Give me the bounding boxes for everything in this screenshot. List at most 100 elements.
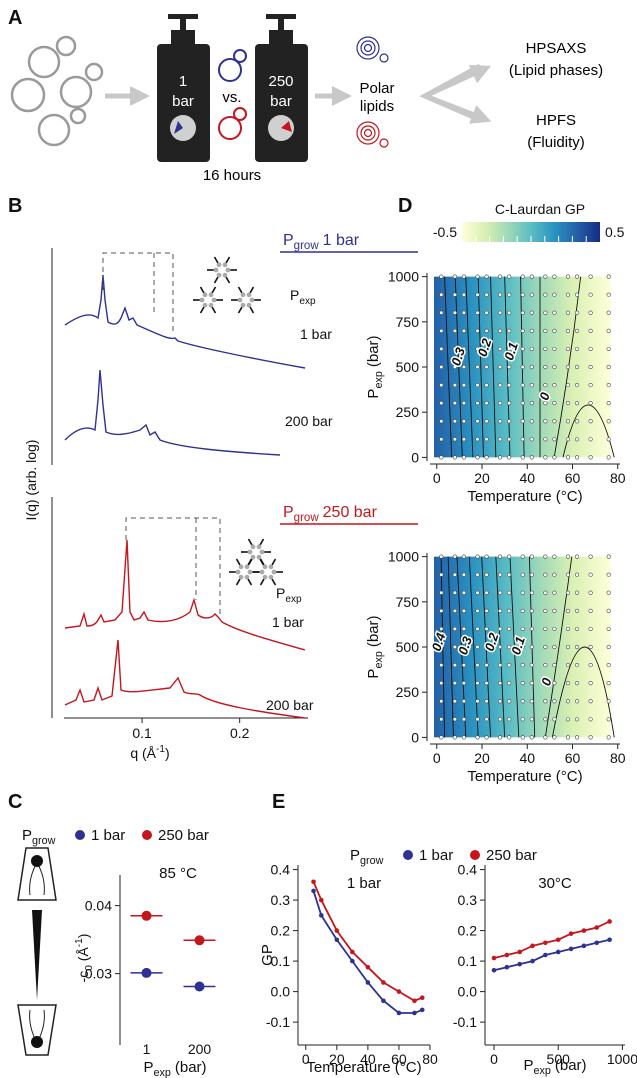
sample-point [520, 699, 525, 704]
sample-point [439, 554, 444, 559]
sample-point [452, 699, 457, 704]
sample-point [588, 401, 593, 406]
chart-title: 85 °C [159, 865, 197, 882]
y-axis-title-part: (Å [75, 947, 91, 962]
sample-point [452, 437, 457, 442]
y-axis-title-part: -c [75, 971, 91, 983]
sample-point [484, 274, 489, 279]
sample-point [565, 717, 571, 722]
x-axis-title-part: (bar) [175, 1059, 207, 1076]
sample-point [461, 310, 467, 315]
sample-point [498, 590, 503, 595]
sample-point [520, 662, 525, 668]
data-point [581, 943, 587, 949]
sample-point [565, 554, 571, 559]
cells [218, 49, 247, 140]
lipid-head [246, 292, 252, 298]
sample-point [484, 590, 489, 595]
data-point [555, 949, 561, 955]
contour-line [551, 646, 615, 738]
sample-point [574, 382, 580, 388]
sample-point [439, 455, 444, 460]
y-axis-title: GP [259, 944, 276, 966]
sample-point [574, 346, 580, 352]
x-tick-label: 0 [433, 470, 441, 486]
sample-point [520, 292, 525, 297]
cylinder-pressure: 1 [179, 73, 187, 90]
sample-point [452, 717, 457, 722]
lipid-head [271, 569, 277, 575]
sample-point [565, 401, 571, 406]
sample-point [552, 608, 557, 613]
x-axis-title-part: (bar) [555, 1057, 587, 1074]
sample-point [529, 572, 534, 577]
sample-point [588, 437, 593, 442]
sample-point [475, 662, 480, 668]
panel-letter: A [8, 7, 22, 29]
data-point [334, 928, 340, 933]
exp-label: Pexp [276, 585, 302, 605]
sample-point [498, 699, 503, 704]
sample-point [498, 274, 503, 279]
sample-point [461, 382, 467, 388]
sample-point [475, 644, 480, 650]
sample-point [565, 572, 571, 577]
sample-point [588, 699, 593, 704]
sample-point [543, 554, 548, 559]
sample-point [452, 401, 457, 406]
sample-point [574, 626, 580, 632]
trace-label: 200 bar [266, 697, 314, 713]
x-tick-label: 0.2 [230, 725, 250, 741]
sample-point [565, 419, 571, 424]
sample-point [565, 644, 571, 650]
data-point [568, 931, 574, 936]
sample-point [484, 662, 489, 668]
y-axis-title: Pexp (bar) [365, 615, 385, 678]
sample-point [529, 735, 534, 740]
contour-line [477, 276, 484, 458]
sample-point [484, 644, 489, 650]
legend-title: Pgrow [22, 827, 56, 847]
sample-point [543, 699, 548, 704]
legend-marker [403, 850, 413, 860]
sample-point [552, 274, 557, 279]
sample-point [606, 437, 611, 442]
sample-point [507, 735, 512, 740]
sample-point [439, 681, 444, 686]
sample-point [484, 572, 489, 577]
group-title-part: grow [294, 512, 320, 524]
sample-point [461, 662, 467, 668]
sample-point [475, 455, 480, 460]
duration: 16 hours [203, 167, 261, 184]
sample-point [507, 455, 512, 460]
sample-point [543, 364, 548, 370]
exp-label: Pexp [290, 287, 316, 307]
sample-point [565, 590, 571, 595]
lipid-head [262, 574, 268, 580]
sample-point [484, 292, 489, 297]
data-point [568, 946, 574, 952]
data-point [543, 940, 548, 946]
x-axis-title: Pexp (bar) [143, 1059, 206, 1078]
sample-point [565, 455, 571, 460]
sample-point [588, 735, 593, 740]
lipid-head [222, 262, 228, 268]
x-tick-label: 40 [519, 750, 535, 766]
data-point [334, 937, 340, 943]
legend-title-part: grow [32, 835, 56, 847]
sample-point [529, 662, 534, 668]
sample-point [588, 626, 593, 632]
data-point [412, 1010, 417, 1016]
sample-point [574, 274, 580, 279]
sample-point [452, 572, 457, 577]
sample-point [484, 699, 489, 704]
sample-point [588, 346, 593, 352]
sample-point [565, 437, 571, 442]
group-title-part: 250 bar [323, 504, 378, 521]
lipid-head [268, 564, 274, 570]
sample-point [543, 455, 548, 460]
sample-point [520, 735, 525, 740]
lipid-head [259, 549, 265, 555]
sample-point [507, 292, 512, 297]
sample-point [475, 735, 480, 740]
